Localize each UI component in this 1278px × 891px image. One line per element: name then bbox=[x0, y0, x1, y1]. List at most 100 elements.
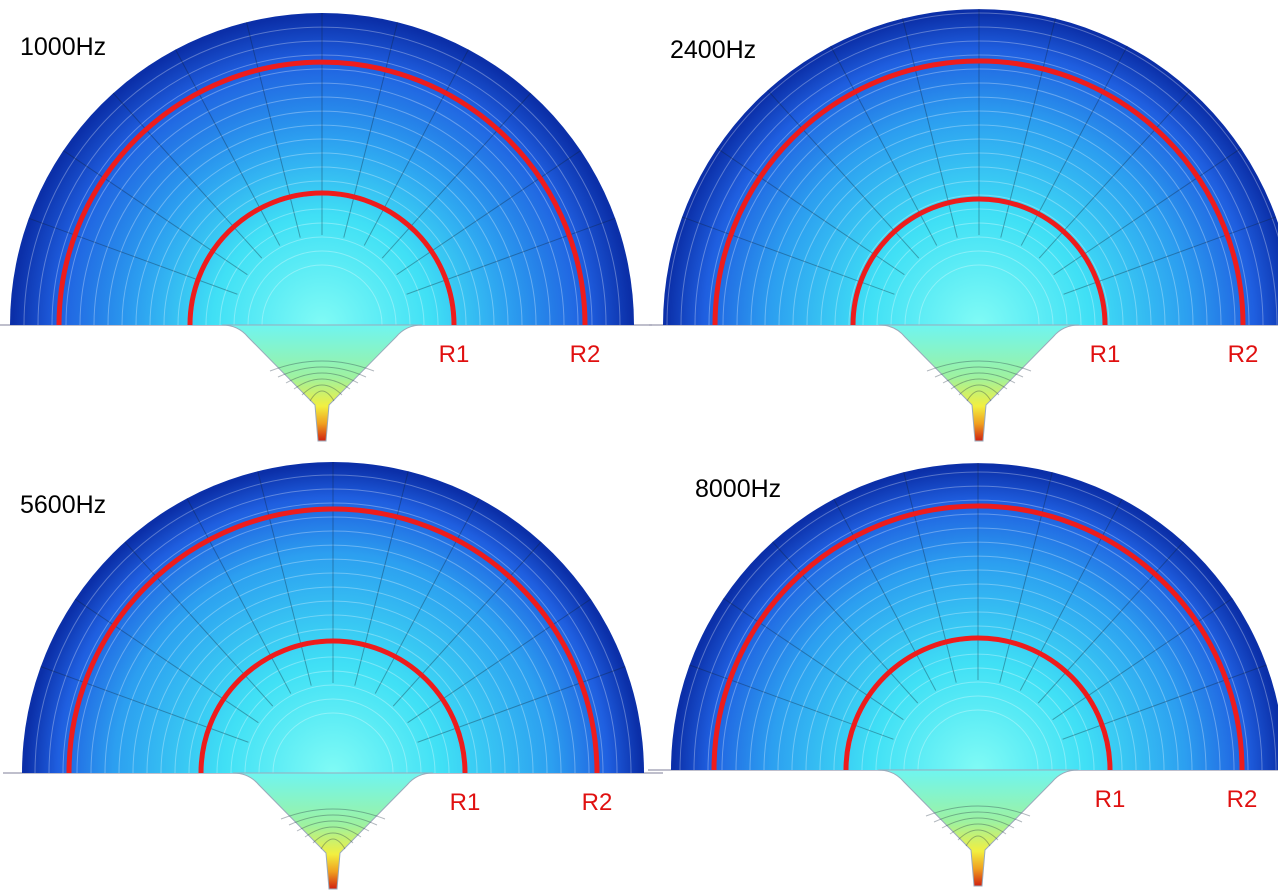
iso-arc bbox=[749, 541, 1207, 771]
iso-arc bbox=[918, 264, 1040, 326]
iso-arc bbox=[833, 625, 1123, 771]
radius-arc bbox=[198, 638, 468, 774]
contour bbox=[407, 598, 592, 724]
r2-label: R2 bbox=[1228, 341, 1259, 368]
horn-contour bbox=[285, 372, 359, 384]
r2-label: R2 bbox=[570, 341, 601, 368]
iso-arc bbox=[65, 68, 579, 326]
iso-arc bbox=[806, 152, 1152, 326]
iso-arc bbox=[219, 222, 425, 326]
horn-contour bbox=[293, 378, 351, 390]
contour bbox=[999, 471, 1053, 683]
field-panel: 1000Hz R1 R2 bbox=[0, 13, 652, 442]
horn-contour bbox=[933, 811, 1023, 823]
contour bbox=[1019, 498, 1123, 691]
contour bbox=[354, 471, 409, 686]
contour bbox=[257, 471, 312, 686]
radius-arc bbox=[56, 59, 588, 326]
iso-arc bbox=[819, 611, 1137, 771]
contour bbox=[1062, 664, 1267, 740]
iso-arc bbox=[233, 236, 411, 326]
iso-arc bbox=[764, 110, 1194, 326]
iso-arc bbox=[160, 600, 506, 774]
contour bbox=[374, 498, 480, 694]
iso-arc bbox=[722, 68, 1236, 326]
contour bbox=[63, 150, 248, 276]
iso-arc bbox=[861, 653, 1095, 771]
iso-arc bbox=[791, 583, 1165, 771]
contour bbox=[74, 598, 259, 724]
contour bbox=[40, 666, 249, 743]
iso-arc bbox=[118, 558, 548, 774]
iso-arc bbox=[121, 124, 523, 326]
horn-contour bbox=[957, 829, 999, 841]
iso-arc bbox=[90, 530, 576, 774]
horn-contour bbox=[288, 814, 378, 826]
iso-arc bbox=[721, 513, 1235, 771]
r2-label: R2 bbox=[582, 789, 613, 816]
horn-contour bbox=[296, 820, 370, 832]
iso-arc bbox=[163, 166, 481, 326]
horn bbox=[878, 324, 1080, 442]
contour bbox=[28, 217, 238, 295]
field bbox=[10, 13, 634, 325]
iso-arc bbox=[735, 527, 1221, 771]
iso-arc bbox=[177, 180, 467, 326]
contour bbox=[363, 49, 469, 246]
iso-arc bbox=[666, 12, 1278, 326]
frequency-label: 1000Hz bbox=[20, 33, 106, 61]
horn-contour bbox=[926, 360, 1032, 372]
horn-contour bbox=[958, 384, 1000, 396]
contour bbox=[124, 541, 274, 707]
iso-arc bbox=[904, 250, 1054, 326]
horn-contour bbox=[304, 826, 362, 838]
iso-arc bbox=[679, 471, 1277, 771]
iso-arc bbox=[820, 166, 1138, 326]
iso-arc bbox=[680, 26, 1278, 326]
frequency-label: 8000Hz bbox=[695, 475, 781, 503]
iso-arc bbox=[247, 250, 397, 326]
iso-arc bbox=[107, 110, 537, 326]
contour bbox=[772, 541, 919, 704]
radius-arc bbox=[712, 58, 1246, 326]
horn-contour bbox=[949, 823, 1007, 835]
horn-contour bbox=[280, 808, 386, 820]
iso-arc bbox=[736, 82, 1222, 326]
iso-arc bbox=[862, 208, 1096, 326]
horn-contour bbox=[309, 390, 335, 402]
contour bbox=[381, 92, 532, 259]
r1-label: R1 bbox=[450, 789, 481, 816]
horn bbox=[877, 769, 1079, 887]
iso-arc bbox=[903, 695, 1053, 771]
iso-arc bbox=[51, 54, 593, 326]
iso-arc bbox=[917, 709, 1039, 771]
iso-arc bbox=[93, 96, 551, 326]
iso-arc bbox=[777, 569, 1179, 771]
iso-arc bbox=[132, 572, 534, 774]
field-panel: 8000Hz R1 R2 bbox=[648, 463, 1278, 887]
iso-arc bbox=[205, 208, 439, 326]
iso-arc bbox=[188, 628, 478, 774]
contour bbox=[112, 92, 263, 259]
iso-arc bbox=[834, 180, 1124, 326]
iso-arc bbox=[79, 82, 565, 326]
iso-arc bbox=[244, 684, 422, 774]
horn-contour bbox=[312, 832, 354, 844]
horn bbox=[221, 324, 423, 442]
field-panel: 5600Hz R1 R2 bbox=[3, 462, 663, 890]
field-panel: 2400Hz R1 R2 bbox=[649, 9, 1278, 442]
radius-arc bbox=[711, 503, 1245, 771]
iso-arc bbox=[76, 516, 590, 774]
iso-arc bbox=[778, 124, 1180, 326]
iso-arc bbox=[146, 586, 520, 774]
contour bbox=[417, 666, 626, 743]
horn-contour bbox=[320, 838, 346, 850]
iso-arc bbox=[230, 670, 436, 774]
contour bbox=[1052, 597, 1233, 721]
contour bbox=[186, 498, 292, 694]
iso-arc bbox=[258, 698, 408, 774]
field bbox=[663, 9, 1278, 325]
iso-arc bbox=[890, 236, 1068, 326]
contour bbox=[246, 22, 301, 238]
